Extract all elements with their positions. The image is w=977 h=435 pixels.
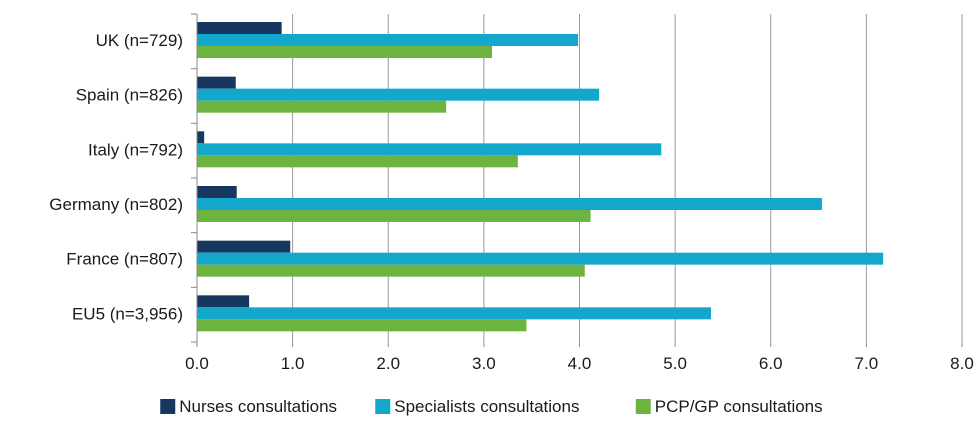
legend-item: Specialists consultations: [375, 397, 579, 416]
x-tick-labels: 0.0 1.0 2.0 3.0 4.0 5.0 6.0 7.0 8.0: [185, 354, 974, 373]
category-label: Germany (n=802): [49, 195, 183, 214]
bar-specialists-consultations-1: [197, 88, 600, 101]
x-tick-label: 7.0: [855, 354, 879, 373]
legend-swatch: [375, 399, 391, 414]
legend: Nurses consultations Specialists consulta…: [160, 397, 823, 416]
bars: [197, 22, 884, 332]
bar-pcp-gp-consultations-3: [197, 210, 591, 222]
x-tick-label: 5.0: [663, 354, 687, 373]
category-label: France (n=807): [66, 250, 183, 269]
category-labels: UK (n=729) Spain (n=826) Italy (n=792) Germ…: [49, 31, 183, 323]
bar-nurses-consultations-0: [197, 22, 282, 34]
x-tick-label: 3.0: [472, 354, 496, 373]
bar-specialists-consultations-2: [197, 143, 662, 156]
bar-specialists-consultations-3: [197, 198, 822, 210]
bar-pcp-gp-consultations-0: [197, 46, 493, 58]
legend-label: Nurses consultations: [179, 397, 337, 416]
bar-nurses-consultations-5: [197, 295, 250, 308]
legend-item: Nurses consultations: [160, 397, 337, 416]
bar-specialists-consultations-0: [197, 34, 579, 46]
bar-nurses-consultations-1: [197, 76, 236, 89]
bar-nurses-consultations-3: [197, 186, 237, 198]
bar-specialists-consultations-4: [197, 252, 884, 265]
x-tick-label: 1.0: [281, 354, 305, 373]
x-tick-label: 4.0: [568, 354, 592, 373]
category-label: EU5 (n=3,956): [72, 304, 183, 323]
x-tick-label: 6.0: [759, 354, 783, 373]
category-label: Spain (n=826): [76, 86, 183, 105]
bar-pcp-gp-consultations-1: [197, 100, 447, 113]
bar-pcp-gp-consultations-5: [197, 319, 527, 332]
x-tick-label: 2.0: [376, 354, 400, 373]
axes: [191, 13, 963, 347]
gridlines: [292, 14, 963, 342]
legend-label: PCP/GP consultations: [655, 397, 823, 416]
bar-nurses-consultations-4: [197, 240, 291, 253]
bar-specialists-consultations-5: [197, 307, 712, 320]
bar-pcp-gp-consultations-4: [197, 264, 585, 277]
legend-label: Specialists consultations: [394, 397, 579, 416]
legend-item: PCP/GP consultations: [635, 397, 823, 416]
x-tick-label: 8.0: [950, 354, 974, 373]
legend-swatch: [635, 399, 651, 414]
bar-pcp-gp-consultations-2: [197, 155, 518, 168]
bar-nurses-consultations-2: [197, 131, 205, 144]
x-tick-label: 0.0: [185, 354, 209, 373]
category-label: Italy (n=792): [88, 140, 183, 159]
category-label: UK (n=729): [96, 31, 183, 50]
legend-swatch: [160, 399, 176, 414]
